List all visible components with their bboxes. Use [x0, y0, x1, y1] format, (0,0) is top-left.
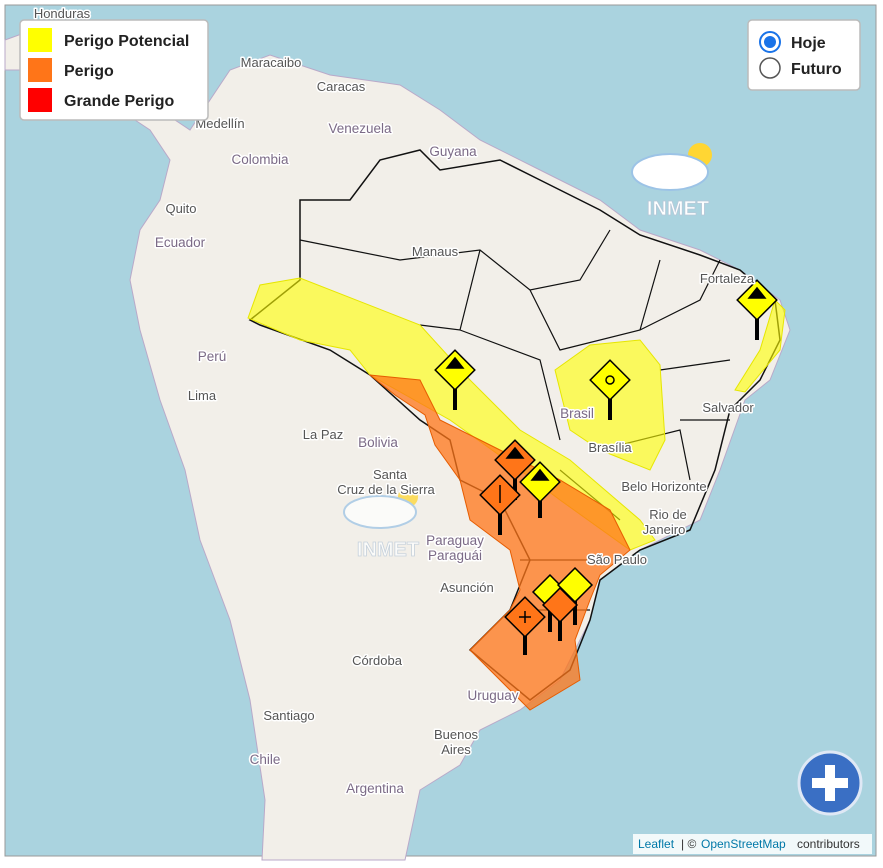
legend-label: Perigo: [64, 63, 114, 80]
place-labels: Honduras Maracaibo Caracas Medellín Vene…: [32, 5, 756, 798]
place-label: Córdoba: [352, 653, 403, 668]
legend-label: Grande Perigo: [64, 93, 174, 110]
place-label: Paraguái: [428, 548, 482, 563]
place-label: Buenos: [434, 727, 479, 742]
place-label: Paraguay: [426, 533, 484, 548]
place-label: La Paz: [303, 427, 343, 442]
place-label: São Paulo: [587, 552, 647, 567]
inmet-logo: INMET: [631, 143, 712, 220]
legend-box: [19, 19, 209, 121]
place-label: Manaus: [412, 244, 459, 259]
attribution-link[interactable]: Leaflet: [638, 837, 675, 851]
place-label: Aires: [441, 742, 471, 757]
place-label: Colombia: [231, 152, 289, 167]
place-label: Uruguay: [467, 688, 518, 703]
place-label: Honduras: [34, 6, 91, 21]
legend-swatch: [28, 58, 52, 82]
place-label: Ecuador: [155, 235, 206, 250]
place-label: Santa: [373, 467, 408, 482]
radio-option[interactable]: Hoje: [759, 31, 826, 53]
alert-markers: [434, 279, 778, 655]
place-label: Guyana: [429, 144, 477, 159]
place-label: Santiago: [263, 708, 314, 723]
inmet-logo: INMET: [343, 487, 420, 561]
logo-text: INMET: [357, 539, 419, 561]
radio-option[interactable]: Futuro: [759, 57, 842, 79]
period-control: Hoje Futuro: [747, 19, 861, 91]
place-label: Perú: [198, 349, 227, 364]
radio-label[interactable]: Futuro: [791, 61, 842, 78]
place-label: Rio de: [649, 507, 687, 522]
place-label: Fortaleza: [700, 271, 755, 286]
radio-button[interactable]: [759, 57, 781, 79]
attribution-text: | ©: [681, 837, 696, 851]
place-label: Brasil: [560, 406, 594, 421]
legend-swatch: [28, 88, 52, 112]
place-label: Venezuela: [328, 121, 392, 136]
place-label: Bolivia: [358, 435, 398, 450]
place-label: Maracaibo: [241, 55, 302, 70]
place-label: Asunción: [440, 580, 493, 595]
radio-label[interactable]: Hoje: [791, 35, 826, 52]
legend-label: Perigo Potencial: [64, 33, 189, 50]
alert-area-yellow: [734, 299, 786, 393]
place-label: Janeiro: [643, 522, 686, 537]
place-label: Salvador: [702, 400, 754, 415]
attribution: Leaflet | © OpenStreetMap contributors: [633, 834, 872, 854]
place-label: Caracas: [317, 79, 366, 94]
add-button[interactable]: [797, 750, 863, 816]
logo-text: INMET: [647, 198, 709, 220]
attribution-link[interactable]: OpenStreetMap: [701, 837, 786, 851]
place-label: Lima: [188, 388, 217, 403]
place-label: Quito: [165, 201, 196, 216]
place-label: Argentina: [346, 781, 404, 796]
radio-dot: [764, 36, 776, 48]
attribution-text: contributors: [797, 837, 860, 851]
place-label: Cruz de la Sierra: [337, 482, 435, 497]
place-label: Belo Horizonte: [621, 479, 706, 494]
place-label: Chile: [250, 752, 281, 767]
legend: Perigo Potencial Perigo Grande Perigo: [19, 19, 209, 121]
place-label: Brasília: [588, 440, 632, 455]
legend-swatch: [28, 28, 52, 52]
control-box: [747, 19, 861, 91]
